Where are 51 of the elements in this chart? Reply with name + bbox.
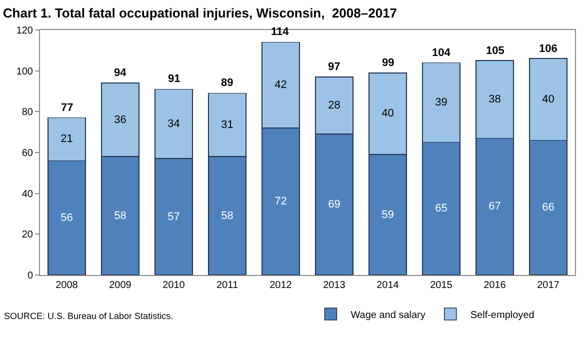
y-tick-label: 60 bbox=[22, 148, 34, 159]
total-label: 114 bbox=[271, 26, 290, 38]
data-label: 58 bbox=[221, 210, 234, 222]
data-label: 38 bbox=[488, 93, 501, 106]
data-label: 40 bbox=[542, 93, 554, 106]
total-label: 104 bbox=[432, 47, 452, 59]
total-label: 89 bbox=[221, 77, 234, 89]
x-tick-label: 2017 bbox=[537, 280, 560, 291]
data-label: 36 bbox=[114, 114, 126, 126]
y-tick-label: 20 bbox=[22, 230, 34, 241]
y-tick-label: 40 bbox=[22, 188, 34, 200]
x-tick-label: 2011 bbox=[216, 280, 238, 291]
x-tick-label: 2016 bbox=[484, 280, 506, 291]
legend-label: Self-employed bbox=[470, 310, 534, 321]
x-tick-label: 2009 bbox=[109, 280, 132, 291]
x-tick-label: 2008 bbox=[56, 280, 78, 291]
y-tick-label: 100 bbox=[16, 66, 34, 78]
data-label: 39 bbox=[435, 96, 448, 108]
data-label: 69 bbox=[328, 198, 340, 211]
data-label: 31 bbox=[221, 118, 234, 131]
data-label: 40 bbox=[382, 108, 394, 120]
data-label: 34 bbox=[168, 118, 180, 130]
data-label: 21 bbox=[60, 133, 73, 146]
y-tick-label: 80 bbox=[22, 107, 34, 118]
x-tick-label: 2014 bbox=[376, 280, 400, 291]
data-label: 58 bbox=[114, 210, 126, 222]
total-label: 99 bbox=[382, 57, 394, 69]
x-tick-label: 2015 bbox=[430, 280, 453, 291]
data-label: 72 bbox=[274, 196, 287, 208]
total-label: 77 bbox=[61, 102, 74, 114]
data-label: 66 bbox=[542, 202, 554, 214]
x-tick-label: 2010 bbox=[162, 280, 186, 291]
y-tick-label: 0 bbox=[27, 270, 34, 282]
legend-label: Wage and salary bbox=[350, 310, 426, 321]
data-label: 65 bbox=[435, 202, 448, 215]
total-label: 106 bbox=[539, 43, 558, 55]
total-label: 97 bbox=[328, 61, 340, 73]
data-label: 57 bbox=[168, 210, 180, 223]
total-label: 94 bbox=[114, 67, 128, 79]
x-tick-label: 2012 bbox=[270, 280, 292, 291]
total-label: 105 bbox=[486, 45, 504, 57]
chart-title: Chart 1. Total fatal occupational injuries, Wisconsin, 2008–2017 bbox=[2, 6, 398, 21]
data-label: 56 bbox=[60, 212, 73, 224]
data-label: 42 bbox=[274, 79, 287, 92]
y-tick-label: 120 bbox=[16, 26, 34, 36]
x-tick-label: 2013 bbox=[323, 280, 346, 291]
data-label: 59 bbox=[382, 208, 394, 221]
data-label: 67 bbox=[488, 200, 501, 213]
source-note: SOURCE: U.S. Bureau of Labor Statistics. bbox=[4, 311, 174, 321]
data-label: 28 bbox=[328, 100, 340, 112]
total-label: 91 bbox=[168, 73, 180, 85]
